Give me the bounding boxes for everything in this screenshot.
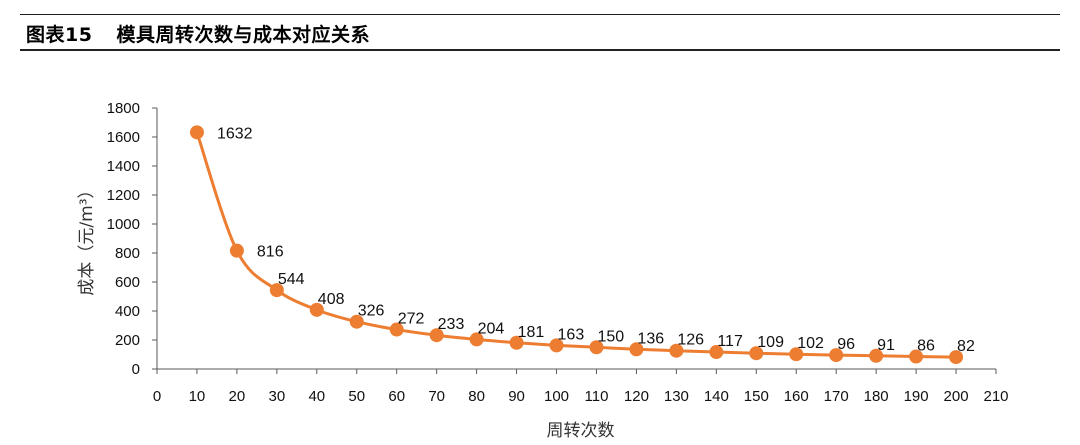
x-tick-label: 140 [704,388,729,405]
data-point [669,343,684,358]
x-tick-label: 150 [744,388,769,405]
y-tick-label: 1000 [107,216,140,233]
x-tick-label: 50 [348,388,365,405]
data-label: 1632 [217,125,253,142]
data-labels: 1632 816 544 408 326 272 233 204 181 163 150 136 126… [217,125,975,355]
data-label: 86 [917,338,935,355]
x-tick-label: 210 [983,388,1008,405]
data-point [949,350,964,365]
chart-axes [152,107,997,374]
x-tick-label: 160 [784,388,809,405]
header-top-rule [20,14,1060,15]
data-label: 204 [478,320,505,337]
data-label: 544 [278,271,305,288]
y-tick-label: 1800 [107,100,140,117]
data-label: 272 [398,311,425,328]
data-label: 91 [877,337,895,354]
data-point [509,335,524,350]
data-point [749,346,764,361]
data-point [629,342,644,357]
y-axis-title: 成本（元/m³） [77,181,97,295]
data-markers [189,125,964,365]
data-label: 408 [318,291,345,308]
x-tick-label: 40 [308,388,325,405]
x-tick-label: 30 [269,388,286,405]
y-tick-label: 400 [115,303,140,320]
x-tick-label: 200 [944,388,969,405]
data-label: 82 [957,338,975,355]
x-tick-label: 0 [153,388,161,405]
data-point [429,328,444,343]
figure-title: 图表15 模具周转次数与成本对应关系 [26,20,370,47]
y-tick-label: 1600 [107,129,140,146]
y-tick-label: 0 [132,361,140,378]
x-tick-label: 90 [508,388,525,405]
data-point [269,283,284,298]
data-label: 136 [637,330,664,347]
x-tick-label: 190 [904,388,929,405]
data-point [789,347,804,362]
x-tick-label: 10 [189,388,206,405]
data-point [229,243,244,258]
x-tick-label: 60 [388,388,405,405]
data-label: 163 [558,326,585,343]
figure-title-text: 模具周转次数与成本对应关系 [116,24,370,46]
data-point [869,348,884,363]
x-tick-label: 70 [428,388,445,405]
x-tick-label: 80 [468,388,485,405]
x-tick-label: 20 [229,388,246,405]
data-point [469,332,484,347]
data-label: 117 [717,333,743,350]
x-tick-label: 170 [824,388,849,405]
series-line [195,131,957,359]
figure-number: 图表15 [26,24,93,46]
data-label: 109 [757,334,784,351]
x-tick-label: 110 [585,388,609,405]
data-point [309,302,324,317]
data-point [829,348,844,363]
y-tick-label: 600 [115,274,140,291]
x-axis-title: 周转次数 [547,421,615,441]
data-label: 150 [597,328,624,345]
x-tick-label: 120 [624,388,649,405]
data-point [709,345,724,360]
data-label: 816 [257,244,284,261]
data-point [389,322,404,337]
header-bottom-rule [20,49,1060,51]
y-tick-labels: 0 200 400 600 800 1000 1200 1400 1600 1800 [107,100,140,378]
data-point [349,314,364,329]
y-tick-label: 200 [115,332,140,349]
y-tick-label: 800 [115,245,140,262]
y-tick-label: 1200 [107,187,140,204]
data-label: 126 [677,332,704,349]
x-tick-label: 180 [864,388,889,405]
data-label: 181 [518,324,545,341]
data-point [189,125,204,140]
data-label: 96 [837,336,855,353]
x-tick-label: 100 [544,388,569,405]
x-tick-labels: 0 10 20 30 40 50 60 70 80 90 100 110 120 130 140 150 160… [153,388,1009,405]
data-point [549,338,564,353]
data-label: 233 [438,316,465,333]
data-label: 326 [358,303,385,320]
data-point [589,340,604,355]
data-point [909,349,924,364]
y-tick-label: 1400 [107,158,140,175]
x-tick-label: 130 [664,388,689,405]
data-label: 102 [797,335,824,352]
